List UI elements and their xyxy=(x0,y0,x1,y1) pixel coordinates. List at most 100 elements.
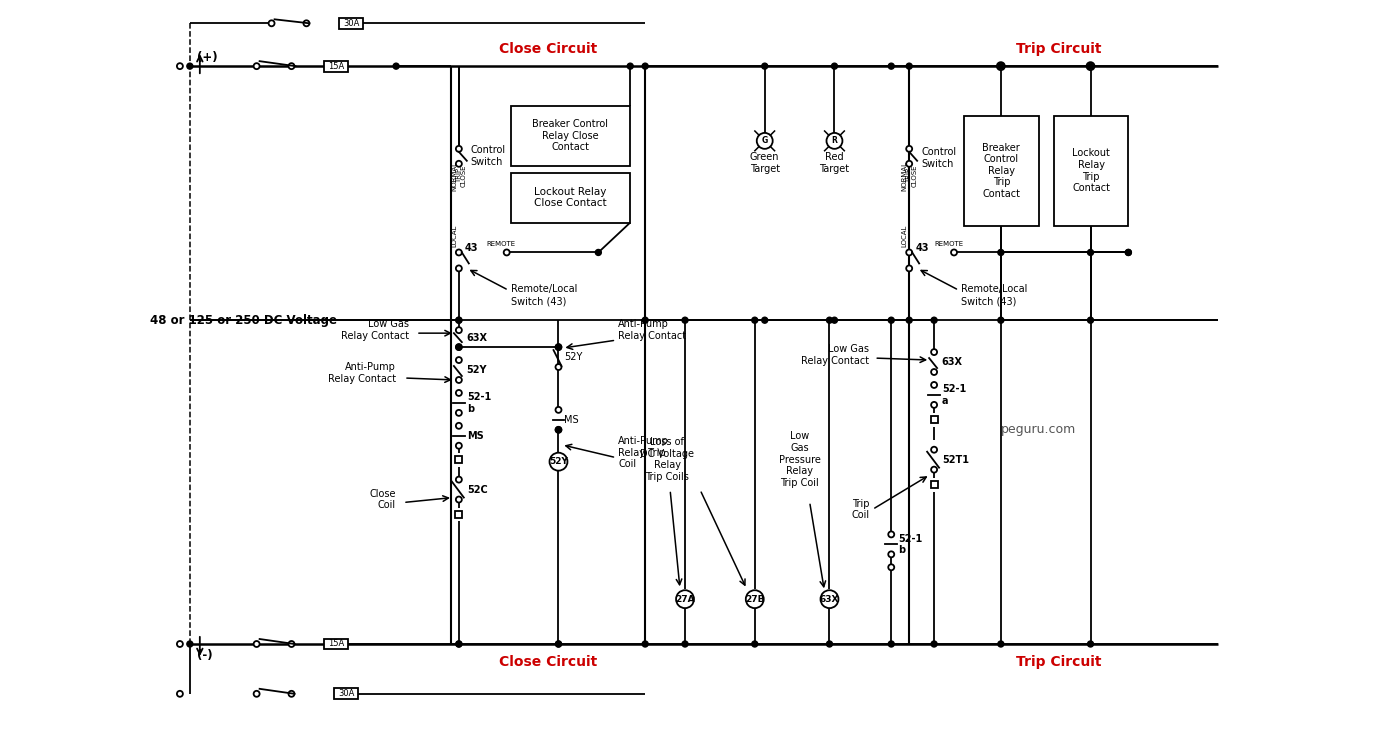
Circle shape xyxy=(932,467,937,473)
Circle shape xyxy=(288,63,294,69)
Text: Trip
Coil: Trip Coil xyxy=(851,499,869,521)
Circle shape xyxy=(832,318,838,323)
Text: Low Gas
Relay Contact: Low Gas Relay Contact xyxy=(802,345,869,366)
Text: REMOTE: REMOTE xyxy=(934,241,963,247)
Circle shape xyxy=(556,344,562,350)
Text: Anti-Pump
Relay Contact: Anti-Pump Relay Contact xyxy=(328,363,396,383)
Text: Trip Circuit: Trip Circuit xyxy=(1016,42,1101,56)
Circle shape xyxy=(821,590,839,608)
Circle shape xyxy=(1087,641,1093,647)
Circle shape xyxy=(455,641,462,647)
Circle shape xyxy=(455,344,462,350)
Text: 43: 43 xyxy=(465,243,479,253)
Circle shape xyxy=(455,476,462,482)
Text: 30A: 30A xyxy=(344,19,359,28)
Circle shape xyxy=(752,641,758,647)
Circle shape xyxy=(642,318,649,323)
Circle shape xyxy=(642,641,649,647)
Circle shape xyxy=(177,641,184,647)
Text: Low Gas
Relay Contact: Low Gas Relay Contact xyxy=(341,319,408,341)
Text: Lockout
Relay
Trip
Contact: Lockout Relay Trip Contact xyxy=(1072,148,1110,193)
Text: 52-1
a: 52-1 a xyxy=(943,384,966,406)
Circle shape xyxy=(455,497,462,503)
Text: peguru.com: peguru.com xyxy=(1000,423,1076,437)
Bar xyxy=(1054,116,1129,225)
Circle shape xyxy=(745,590,763,608)
Bar xyxy=(324,61,348,72)
Circle shape xyxy=(907,318,912,323)
Text: 30A: 30A xyxy=(338,689,355,698)
Circle shape xyxy=(455,318,462,323)
Text: 63X: 63X xyxy=(941,357,962,367)
Text: 15A: 15A xyxy=(328,640,345,649)
Text: Anti-Pump
Relay Trip
Coil: Anti-Pump Relay Trip Coil xyxy=(618,436,669,470)
Circle shape xyxy=(889,551,894,557)
Circle shape xyxy=(288,691,294,697)
Text: 15A: 15A xyxy=(328,61,345,70)
Text: 52-1
b: 52-1 b xyxy=(898,533,922,555)
Circle shape xyxy=(998,249,1003,255)
Bar xyxy=(339,18,363,28)
Circle shape xyxy=(907,249,912,255)
Circle shape xyxy=(186,63,193,69)
Circle shape xyxy=(269,20,275,26)
Circle shape xyxy=(932,369,937,375)
Circle shape xyxy=(889,63,894,69)
Text: 63X: 63X xyxy=(466,333,489,343)
Circle shape xyxy=(1086,62,1094,70)
Circle shape xyxy=(907,161,912,167)
Text: 27A: 27A xyxy=(675,595,696,604)
Text: (-): (-) xyxy=(197,649,213,662)
Circle shape xyxy=(889,564,894,570)
Text: Remote/Local
Switch (43): Remote/Local Switch (43) xyxy=(511,285,577,306)
Circle shape xyxy=(932,641,937,647)
Circle shape xyxy=(304,20,309,26)
Text: CLOSE: CLOSE xyxy=(461,165,466,187)
Text: Green
Target: Green Target xyxy=(749,152,780,174)
Circle shape xyxy=(455,265,462,271)
Circle shape xyxy=(556,641,562,647)
Bar xyxy=(930,416,937,423)
Circle shape xyxy=(762,63,767,69)
Circle shape xyxy=(682,641,689,647)
Circle shape xyxy=(177,691,184,697)
Text: Red
Target: Red Target xyxy=(820,152,850,174)
Circle shape xyxy=(556,344,562,350)
Circle shape xyxy=(556,427,562,433)
Circle shape xyxy=(932,318,937,323)
Text: TRIP: TRIP xyxy=(907,169,912,184)
Circle shape xyxy=(455,344,462,350)
Circle shape xyxy=(932,446,937,452)
Text: 63X: 63X xyxy=(820,595,839,604)
Circle shape xyxy=(932,402,937,408)
Circle shape xyxy=(998,318,1003,323)
Circle shape xyxy=(455,249,462,255)
Circle shape xyxy=(254,691,259,697)
Bar xyxy=(965,116,1039,225)
Circle shape xyxy=(504,249,509,255)
Text: Control
Switch: Control Switch xyxy=(920,147,956,169)
Circle shape xyxy=(827,641,832,647)
Text: TRIP: TRIP xyxy=(455,169,462,184)
Circle shape xyxy=(907,265,912,271)
Circle shape xyxy=(827,318,832,323)
Text: 52-1
b: 52-1 b xyxy=(466,392,491,413)
Circle shape xyxy=(288,641,294,647)
Circle shape xyxy=(1087,63,1093,69)
Text: Close Circuit: Close Circuit xyxy=(500,42,598,56)
Text: 48 or 125 or 250 DC Voltage: 48 or 125 or 250 DC Voltage xyxy=(150,314,337,327)
Circle shape xyxy=(177,63,184,69)
Circle shape xyxy=(455,327,462,333)
Circle shape xyxy=(642,63,649,69)
Circle shape xyxy=(556,641,562,647)
Text: MS: MS xyxy=(466,431,483,440)
Bar xyxy=(511,173,631,222)
Text: CLOSE: CLOSE xyxy=(911,165,918,187)
Circle shape xyxy=(998,63,1003,69)
Text: Anti-Pump
Relay Contact: Anti-Pump Relay Contact xyxy=(618,319,686,341)
Text: NORMAL: NORMAL xyxy=(451,161,457,191)
Text: Low
Gas
Pressure
Relay
Trip Coil: Low Gas Pressure Relay Trip Coil xyxy=(778,431,821,488)
Text: Remote/Local
Switch (43): Remote/Local Switch (43) xyxy=(960,285,1027,306)
Text: 52C: 52C xyxy=(466,485,487,494)
Circle shape xyxy=(889,318,894,323)
